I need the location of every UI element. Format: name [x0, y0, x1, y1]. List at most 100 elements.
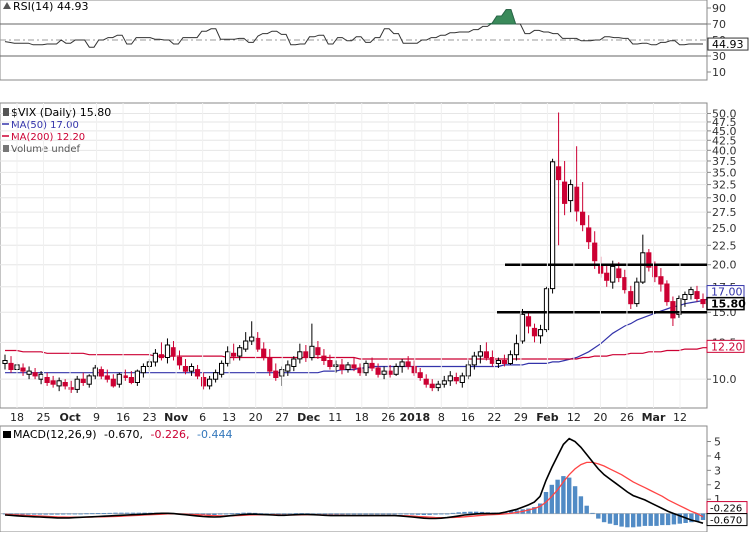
- macd-histogram-bar: [363, 513, 368, 515]
- macd-histogram-bar: [328, 513, 333, 515]
- candle-body: [381, 370, 387, 375]
- macd-histogram-bar: [235, 513, 240, 514]
- macd-histogram-bar: [223, 513, 229, 515]
- candle-body: [291, 358, 297, 367]
- macd-histogram-bar: [555, 479, 560, 514]
- macd-histogram-bar: [20, 513, 25, 515]
- date-tick-label: 29: [514, 411, 528, 424]
- candle-body: [459, 375, 465, 383]
- macd-axis-ticks: 12 345: [0, 436, 721, 515]
- candle-body: [273, 370, 279, 379]
- date-tick-label: 9: [93, 411, 100, 424]
- candle-body: [2, 360, 8, 364]
- macd-histogram-bar: [200, 513, 205, 515]
- price-tick-label: 50.0: [712, 107, 737, 120]
- macd-histogram-bar: [578, 496, 584, 514]
- macd-badge-label: -0.670: [710, 516, 742, 527]
- rsi-value-badge-text: 44.93: [712, 38, 744, 51]
- candle-body: [543, 288, 550, 331]
- candle-body: [140, 366, 147, 374]
- macd-histogram-bar: [305, 513, 310, 515]
- candle-body: [38, 373, 44, 380]
- candle-body: [670, 301, 676, 319]
- candle-body: [267, 357, 273, 372]
- candle-body: [640, 252, 646, 283]
- price-tick-label: 37.5: [712, 155, 737, 168]
- candle-body: [556, 166, 562, 181]
- legend-label: $VIX (Daily) 15.80: [11, 106, 111, 119]
- macd-histogram-bar: [37, 513, 43, 515]
- rsi-line-series: 44.93: [4, 9, 749, 51]
- macd-histogram-bar: [695, 513, 700, 522]
- rsi-value-badge: [707, 37, 749, 51]
- macd-badge-frame: [706, 513, 748, 527]
- date-tick-label: 26: [381, 411, 395, 424]
- candle-body: [116, 373, 122, 385]
- price-tick-label: 10.0: [712, 373, 737, 386]
- macd-histogram-bar: [113, 512, 118, 514]
- macd-histogram-bar: [31, 513, 37, 515]
- candle-body: [688, 289, 694, 296]
- candle-body: [616, 268, 622, 279]
- macd-histogram-bar: [677, 513, 682, 524]
- candle-body: [309, 345, 315, 358]
- macd-histogram-bar: [601, 513, 607, 523]
- candlestick-series: [2, 112, 706, 393]
- rsi-tick-label: 70: [712, 18, 726, 31]
- candle-body: [507, 354, 513, 365]
- macd-histogram-bar: [334, 513, 339, 515]
- candle-body: [207, 378, 213, 387]
- candle-body: [303, 351, 309, 358]
- date-tick-label: 13: [222, 411, 236, 424]
- macd-histogram-bar: [26, 513, 31, 515]
- macd-histogram-bar: [421, 513, 426, 515]
- candle-body: [483, 351, 489, 358]
- macd-histogram-bar: [293, 513, 299, 515]
- macd-title-label: MACD(12,26,9): [13, 428, 97, 441]
- candle-body: [26, 370, 32, 375]
- date-tick-label: 2018: [399, 411, 430, 424]
- date-tick-label: 23: [143, 411, 157, 424]
- macd-tick-label: 5: [714, 436, 721, 449]
- macd-histogram-bar: [468, 511, 473, 514]
- macd-histogram-bar: [142, 512, 147, 514]
- rsi-indicator-icon: [3, 2, 11, 9]
- candle-body: [399, 361, 405, 367]
- candle-body: [580, 211, 586, 226]
- macd-histogram-bar: [130, 512, 136, 514]
- candle-body: [231, 352, 237, 357]
- candle-body: [44, 377, 50, 383]
- macd-histogram-bar: [346, 513, 351, 515]
- candle-body: [285, 364, 291, 372]
- candle-body: [550, 161, 556, 290]
- macd-tick-label: 2: [714, 479, 721, 492]
- candle-body: [62, 382, 68, 387]
- date-tick-label: Feb: [536, 411, 559, 424]
- macd-histogram-bar: [590, 512, 595, 514]
- macd-histogram-bar: [287, 513, 293, 515]
- date-tick-label: 27: [275, 411, 289, 424]
- macd-histogram-bar: [380, 513, 386, 515]
- candle-body: [80, 378, 86, 384]
- macd-histogram-bar: [456, 512, 461, 514]
- candle-body: [586, 227, 592, 243]
- macd-histogram-bar: [66, 513, 72, 515]
- macd-tick-label: 3: [714, 464, 721, 477]
- rsi-tick-label: 10: [712, 66, 726, 79]
- macd-histogram-bar: [619, 513, 624, 527]
- macd-histogram-bar: [119, 512, 124, 514]
- macd-signal-value: -0.226,: [151, 428, 190, 441]
- candle-body: [574, 186, 580, 212]
- macd-histogram-bar: [404, 513, 409, 515]
- candle-body: [56, 380, 62, 387]
- macd-histogram-bar: [206, 513, 211, 515]
- candle-body: [375, 367, 381, 375]
- macd-histogram-bar: [532, 507, 537, 514]
- date-tick-label: 20: [593, 411, 607, 424]
- macd-histogram-bar: [410, 513, 415, 515]
- price-tick-label: 32.5: [712, 179, 737, 192]
- macd-histogram-bar: [613, 513, 618, 526]
- candle-body: [610, 265, 616, 283]
- candle-body: [658, 276, 664, 285]
- macd-histogram-bar: [107, 512, 112, 514]
